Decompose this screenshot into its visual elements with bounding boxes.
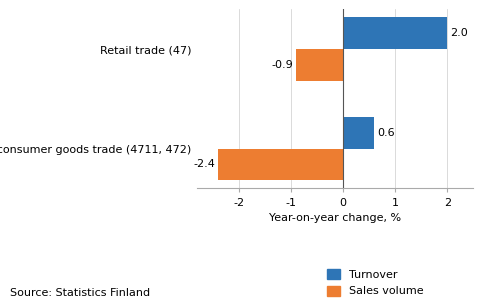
Text: -0.9: -0.9 xyxy=(271,60,293,70)
Text: 0.6: 0.6 xyxy=(378,128,395,138)
Bar xyxy=(343,17,447,49)
X-axis label: Year-on-year change, %: Year-on-year change, % xyxy=(269,213,401,223)
Text: -2.4: -2.4 xyxy=(193,159,215,169)
Bar xyxy=(343,117,374,149)
Bar xyxy=(218,149,343,180)
Text: 2.0: 2.0 xyxy=(451,28,468,38)
Legend: Turnover, Sales volume: Turnover, Sales volume xyxy=(327,269,424,296)
Text: Source: Statistics Finland: Source: Statistics Finland xyxy=(10,288,150,298)
Bar xyxy=(296,49,343,81)
